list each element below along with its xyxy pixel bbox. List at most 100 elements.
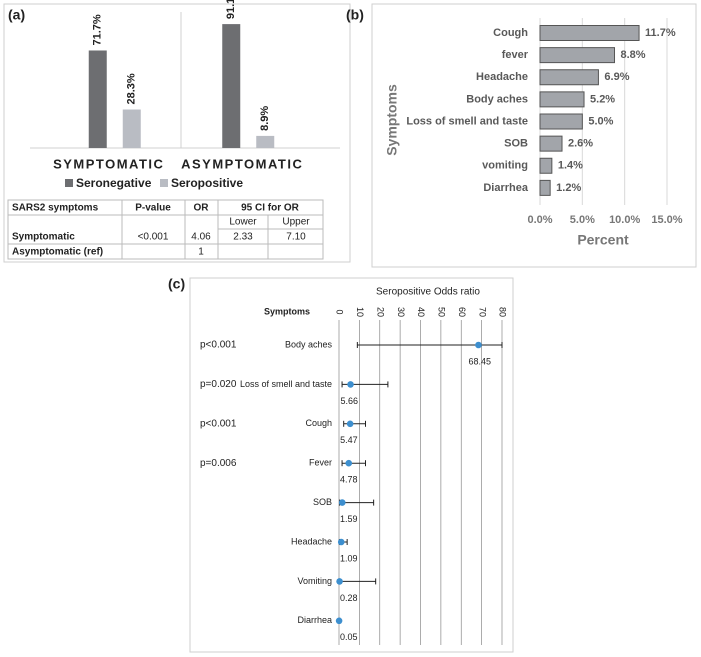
y-tick-label: Diarrhea xyxy=(297,615,332,625)
x-tick-label: 20 xyxy=(375,307,385,317)
point xyxy=(475,341,482,349)
table-subheader: Lower xyxy=(229,217,257,228)
table-header: OR xyxy=(194,203,210,214)
panel-c-frame xyxy=(189,277,514,653)
x-tick-label: 50 xyxy=(437,307,447,317)
table-cell: 4.06 xyxy=(191,232,211,243)
value-label: 4.78 xyxy=(340,475,358,485)
x-tick-label: 40 xyxy=(416,307,426,317)
y-tick-label: Loss of smell and taste xyxy=(406,115,528,127)
value-label: 68.45 xyxy=(468,356,491,366)
panel-label: (c) xyxy=(168,276,185,292)
table-cell: 2.33 xyxy=(233,232,253,243)
x-tick-label: 0 xyxy=(335,309,345,314)
value-label: 91.1% xyxy=(225,0,237,19)
point xyxy=(337,538,345,546)
value-label: 5.0% xyxy=(588,115,613,127)
y-tick-label: Body aches xyxy=(466,93,528,105)
point xyxy=(345,459,353,467)
x-tick-label: 5.0% xyxy=(570,214,595,226)
legend-label: Seronegative xyxy=(76,176,152,190)
value-label: 5.2% xyxy=(590,93,615,105)
p-value: p=0.020 xyxy=(200,379,237,390)
y-tick-label: Headache xyxy=(291,536,332,546)
bar xyxy=(539,91,585,108)
y-tick-label: Fever xyxy=(309,458,332,468)
y-tick-label: Vomiting xyxy=(297,576,332,586)
x-tick-label: 10 xyxy=(355,307,365,317)
table-subheader: Upper xyxy=(282,217,310,228)
value-label: 2.6% xyxy=(568,138,593,150)
y-tick-label: Headache xyxy=(476,71,528,83)
panel-label: (a) xyxy=(8,7,25,23)
x-tick-label: 80 xyxy=(498,307,508,317)
bar xyxy=(256,135,275,148)
panel-b-frame xyxy=(371,3,697,268)
legend-swatch xyxy=(65,179,73,187)
value-label: 11.7% xyxy=(645,27,676,39)
bar xyxy=(122,109,141,148)
table-cell: Asymptomatic (ref) xyxy=(12,247,103,258)
value-label: 6.9% xyxy=(604,71,629,83)
y-tick-label: Body aches xyxy=(285,339,333,349)
point xyxy=(335,617,343,625)
value-label: 28.3% xyxy=(126,73,138,104)
x-axis-label: Percent xyxy=(577,232,629,248)
legend-swatch xyxy=(160,179,168,187)
bar xyxy=(539,113,583,130)
point xyxy=(347,381,354,388)
bar xyxy=(539,179,551,196)
x-tick-label: 30 xyxy=(396,307,406,317)
point xyxy=(346,420,354,428)
panel-a-frame xyxy=(3,3,351,263)
value-label: 5.66 xyxy=(341,396,359,406)
value-label: 1.4% xyxy=(558,160,583,172)
y-tick-label: vomiting xyxy=(482,160,528,172)
y-tick-label: Diarrhea xyxy=(483,182,529,194)
value-label: 1.2% xyxy=(556,182,581,194)
value-label: 71.7% xyxy=(92,14,104,45)
p-value: p<0.001 xyxy=(200,340,237,351)
value-label: 8.8% xyxy=(621,49,646,61)
table-lines xyxy=(7,199,324,260)
panel-label: (b) xyxy=(346,7,364,23)
x-tick-label: 60 xyxy=(457,307,467,317)
y-tick-label: Loss of smell and taste xyxy=(240,379,332,389)
y-tick-label: SOB xyxy=(504,138,528,150)
y-tick-label: fever xyxy=(502,49,529,61)
y-axis-label: Symptoms xyxy=(264,306,310,316)
y-tick-label: Cough xyxy=(493,27,528,39)
p-value: p<0.001 xyxy=(200,418,237,429)
y-tick-label: SOB xyxy=(313,497,332,507)
value-label: 1.59 xyxy=(340,514,358,524)
value-label: 0.05 xyxy=(340,632,358,642)
y-axis-label: Symptoms xyxy=(384,84,400,156)
x-tick-label: SYMPTOMATIC xyxy=(53,156,164,171)
x-tick-label: 15.0% xyxy=(651,214,682,226)
x-tick-label: 0.0% xyxy=(527,214,552,226)
value-label: 0.28 xyxy=(340,593,358,603)
bar xyxy=(539,69,599,86)
legend-label: Seropositive xyxy=(171,176,243,190)
chart-title: Seropositive Odds ratio xyxy=(376,287,480,298)
y-tick-label: Cough xyxy=(305,418,332,428)
table-header: SARS2 symptoms xyxy=(12,203,99,214)
x-tick-label: ASYMPTOMATIC xyxy=(181,156,303,171)
x-tick-label: 70 xyxy=(477,307,487,317)
table-cell: Symptomatic xyxy=(12,232,75,243)
table-header: 95 CI for OR xyxy=(241,203,300,214)
table-cell: <0.001 xyxy=(138,232,169,243)
value-label: 1.09 xyxy=(340,553,358,563)
bar xyxy=(539,47,616,64)
table-cell: 1 xyxy=(198,247,204,258)
bar xyxy=(539,135,563,152)
bar xyxy=(539,157,553,174)
point xyxy=(338,499,346,506)
value-label: 8.9% xyxy=(259,106,271,131)
p-value: p=0.006 xyxy=(200,458,237,469)
bar xyxy=(88,50,107,148)
point xyxy=(336,578,343,585)
bar xyxy=(539,25,640,41)
value-label: 5.47 xyxy=(340,435,358,445)
